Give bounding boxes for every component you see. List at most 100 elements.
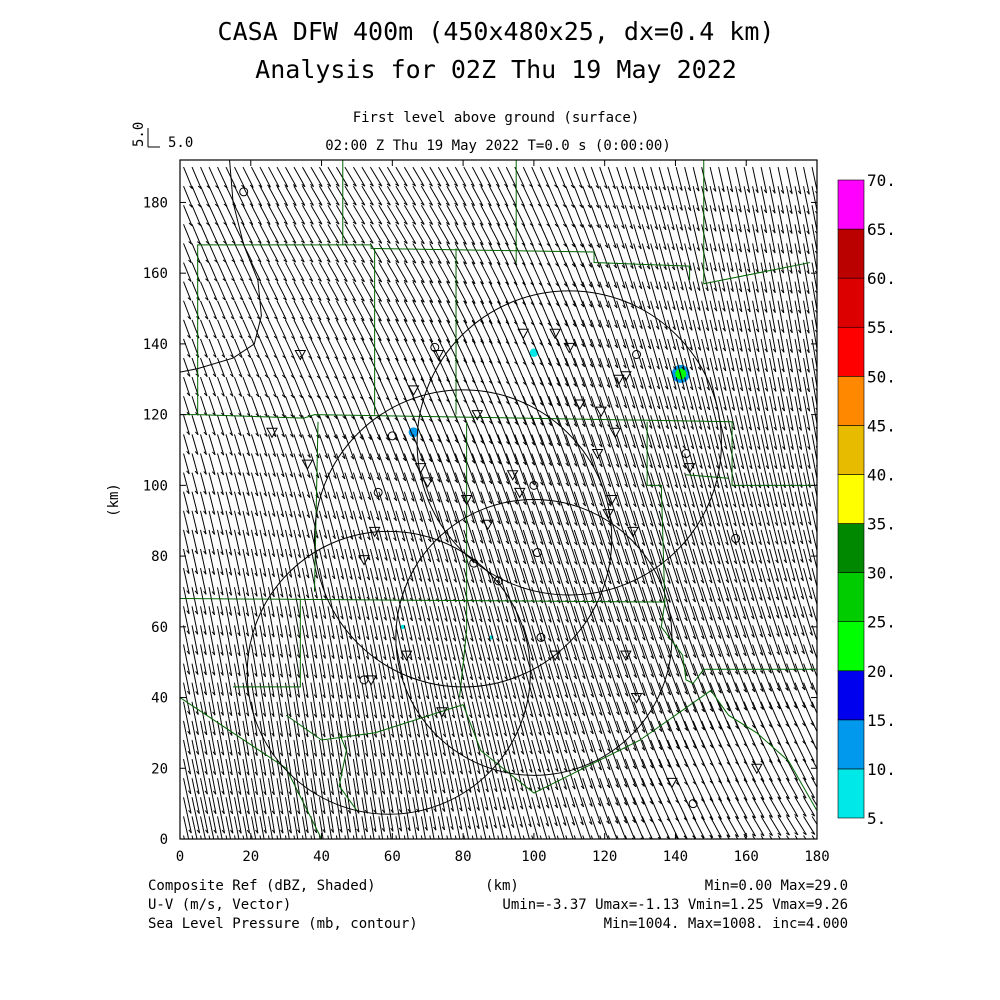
wind-vector [225,758,233,795]
wind-vector [684,453,695,489]
wind-vector [531,491,544,526]
wind-vector [701,281,709,312]
wind-vector [208,548,216,575]
wind-vector [522,644,534,680]
wind-vector [590,396,603,428]
wind-vector [429,739,438,776]
wind-vector [786,243,793,274]
wind-vector [692,415,703,450]
wind-vector [183,281,192,301]
wind-vector [335,376,347,400]
wind-vector [429,434,441,463]
wind-vector [633,701,646,733]
wind-vector [234,663,241,697]
wind-vector [217,415,225,436]
wind-vector [497,243,509,266]
wind-vector [480,166,492,187]
wind-vector [794,166,802,195]
wind-vector [650,510,663,546]
wind-vector [446,491,458,524]
wind-vector [259,548,267,577]
wind-vector [692,625,705,658]
wind-vector [624,396,636,429]
wind-vector [437,778,446,812]
wind-vector [752,224,759,253]
wind-vector [548,166,558,188]
wind-vector [344,224,357,244]
wind-vector [183,453,190,475]
wind-vector [641,510,654,546]
wind-vector [641,739,654,769]
wind-vector [607,205,617,229]
wind-vector [709,205,717,232]
wind-vector [395,357,408,382]
wind-vector [684,606,697,640]
wind-vector [811,472,817,505]
wind-vector [301,568,310,599]
wind-vector [607,682,620,716]
wind-vector [590,797,602,825]
wind-vector [573,453,587,487]
wind-vector [234,739,242,776]
wind-vector [344,567,353,600]
wind-vector [616,644,629,679]
wind-vector [250,548,258,577]
wind-vector [361,224,374,244]
wind-vector [412,835,414,839]
y-tick-label: 20 [151,761,168,777]
wind-vector [395,205,408,225]
wind-vector [395,625,404,661]
x-tick-label: 60 [384,849,401,865]
wind-vector [412,224,425,245]
wind-vector [684,319,693,351]
wind-vector [650,281,660,310]
wind-vector [505,434,519,465]
wind-vector [395,548,405,582]
wind-vector [769,453,778,489]
wind-vector [327,510,336,540]
wind-vector [650,682,663,714]
wind-vector [573,224,584,248]
wind-vector [335,185,349,206]
wind-vector [760,262,768,293]
wind-vector [191,434,199,455]
wind-vector [565,224,576,248]
wind-vector [556,224,568,248]
wind-vector [684,529,696,565]
wind-vector [505,510,518,545]
wind-vector [471,529,484,564]
wind-vector [217,300,226,320]
wind-vector [616,186,625,210]
wind-vector [505,472,519,505]
triangle-marker [294,350,307,361]
wind-vector [769,758,782,782]
wind-vector [675,186,683,211]
wind-vector [234,529,241,556]
wind-vector [251,396,260,417]
wind-vector [556,205,567,228]
wind-vector [386,567,396,601]
wind-vector [463,739,472,775]
wind-vector [361,281,374,302]
wind-vector [743,567,755,602]
wind-vector [701,606,714,640]
county-border [703,160,811,285]
wind-vector [718,243,726,272]
wind-vector [267,434,277,457]
wind-vector [327,491,337,520]
wind-vector [582,548,595,585]
wind-vector [403,185,417,206]
wind-vector [701,548,713,584]
wind-vector [217,568,224,596]
wind-vector [794,300,802,334]
wind-vector [471,491,484,524]
wind-vector [582,224,592,248]
wind-vector [310,663,318,699]
wind-vector [735,472,745,508]
wind-vector [786,338,794,373]
wind-vector [497,797,506,829]
wind-vector [395,166,408,187]
wind-vector [633,777,645,805]
wind-vector [352,205,366,225]
wind-vector [242,472,250,496]
